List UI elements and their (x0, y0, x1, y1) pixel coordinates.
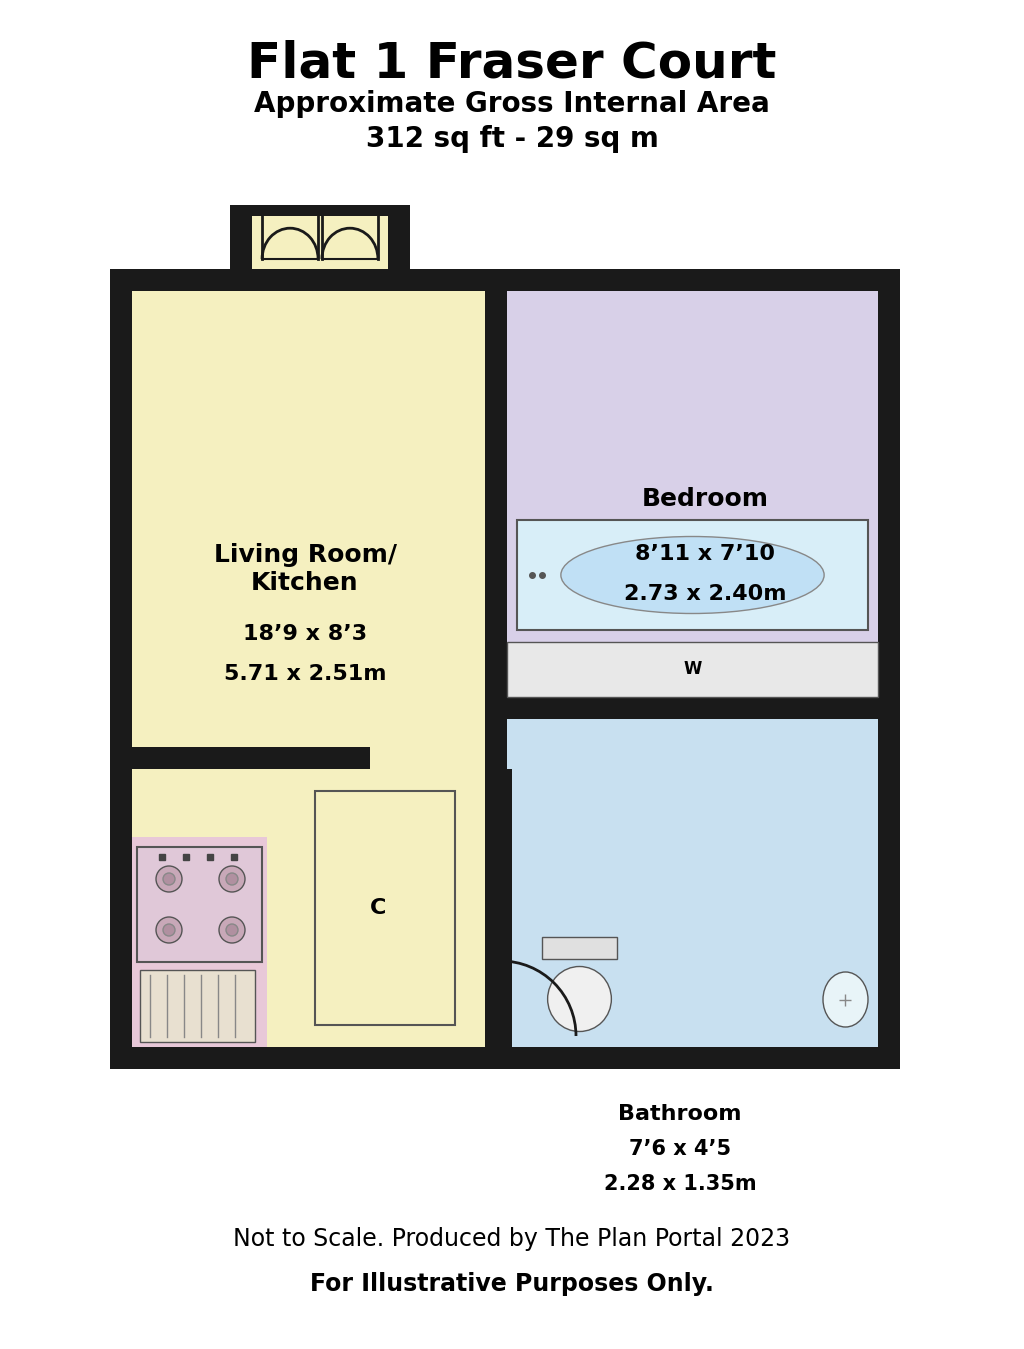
Bar (132, 291, 878, 1047)
Ellipse shape (823, 973, 868, 1027)
Bar (230, 205, 410, 281)
Bar (507, 291, 878, 697)
Bar (485, 268, 507, 1047)
Bar (110, 268, 900, 1068)
Bar (542, 938, 617, 959)
Text: Approximate Gross Internal Area: Approximate Gross Internal Area (254, 90, 770, 117)
Bar (315, 791, 455, 1025)
Text: 18’9 x 8’3: 18’9 x 8’3 (243, 625, 367, 643)
Bar (140, 970, 255, 1041)
Text: For Illustrative Purposes Only.: For Illustrative Purposes Only. (310, 1272, 714, 1296)
Text: Clarkes: Clarkes (354, 649, 655, 719)
Bar (252, 216, 388, 268)
Bar (517, 519, 868, 630)
Circle shape (156, 866, 182, 892)
Text: Not to Scale. Produced by The Plan Portal 2023: Not to Scale. Produced by The Plan Porta… (233, 1228, 791, 1251)
Bar (507, 642, 878, 697)
Text: 7’6 x 4’5: 7’6 x 4’5 (629, 1139, 731, 1159)
Bar (137, 847, 262, 962)
Text: 8’11 x 7’10: 8’11 x 7’10 (635, 544, 775, 564)
Bar (485, 697, 878, 719)
Text: 2.28 x 1.35m: 2.28 x 1.35m (604, 1174, 757, 1194)
Bar (507, 719, 878, 1047)
Circle shape (163, 924, 175, 936)
Text: 2.73 x 2.40m: 2.73 x 2.40m (624, 584, 786, 604)
Circle shape (226, 924, 238, 936)
Bar (490, 769, 512, 1047)
Bar (507, 642, 878, 697)
Text: Flat 1 Fraser Court: Flat 1 Fraser Court (248, 40, 776, 88)
Text: Bathroom: Bathroom (618, 1103, 741, 1124)
Text: W: W (683, 661, 701, 679)
Circle shape (156, 917, 182, 943)
Text: Living Room/
Kitchen: Living Room/ Kitchen (213, 544, 396, 595)
Bar (132, 747, 370, 769)
Text: 5.71 x 2.51m: 5.71 x 2.51m (224, 664, 386, 684)
Circle shape (219, 917, 245, 943)
Bar (485, 1025, 490, 1047)
Bar (132, 836, 267, 1047)
Text: Bedroom: Bedroom (641, 487, 768, 511)
Ellipse shape (561, 537, 824, 614)
Circle shape (219, 866, 245, 892)
Circle shape (226, 873, 238, 885)
Ellipse shape (548, 966, 611, 1032)
Text: RESIDENTIAL SALES & LETTINGS AGENCY: RESIDENTIAL SALES & LETTINGS AGENCY (375, 738, 635, 750)
Text: 312 sq ft - 29 sq m: 312 sq ft - 29 sq m (366, 125, 658, 152)
Circle shape (163, 873, 175, 885)
Text: C: C (370, 898, 386, 919)
